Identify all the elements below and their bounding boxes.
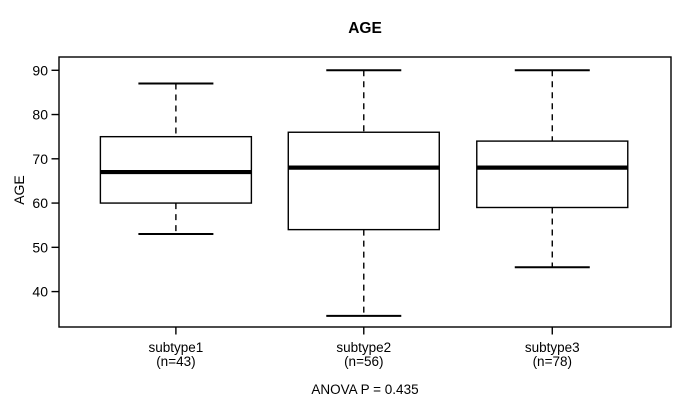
x-axis-group-label: subtype3 bbox=[525, 340, 580, 355]
x-axis-group-count: (n=43) bbox=[156, 354, 195, 369]
y-axis-tick-label: 40 bbox=[32, 284, 48, 300]
anova-p-value-note: ANOVA P = 0.435 bbox=[311, 382, 419, 397]
iqr-box-subtype3 bbox=[476, 140, 629, 209]
x-axis-group-count: (n=78) bbox=[533, 354, 572, 369]
plot-frame bbox=[58, 56, 672, 328]
iqr-box-subtype1 bbox=[99, 135, 253, 204]
y-axis-tick-label: 90 bbox=[32, 62, 48, 78]
x-axis-group-label: subtype1 bbox=[148, 340, 203, 355]
chart-title: AGE bbox=[348, 20, 382, 37]
y-axis-tick-label: 60 bbox=[32, 195, 48, 211]
x-axis-group-count: (n=56) bbox=[344, 354, 383, 369]
y-axis-tick-label: 80 bbox=[32, 107, 48, 123]
y-axis-tick-label: 50 bbox=[32, 239, 48, 255]
iqr-box-subtype2 bbox=[287, 131, 440, 231]
x-axis-group-label: subtype2 bbox=[336, 340, 391, 355]
y-axis-title: AGE bbox=[11, 175, 27, 205]
y-axis-tick-label: 70 bbox=[32, 151, 48, 167]
